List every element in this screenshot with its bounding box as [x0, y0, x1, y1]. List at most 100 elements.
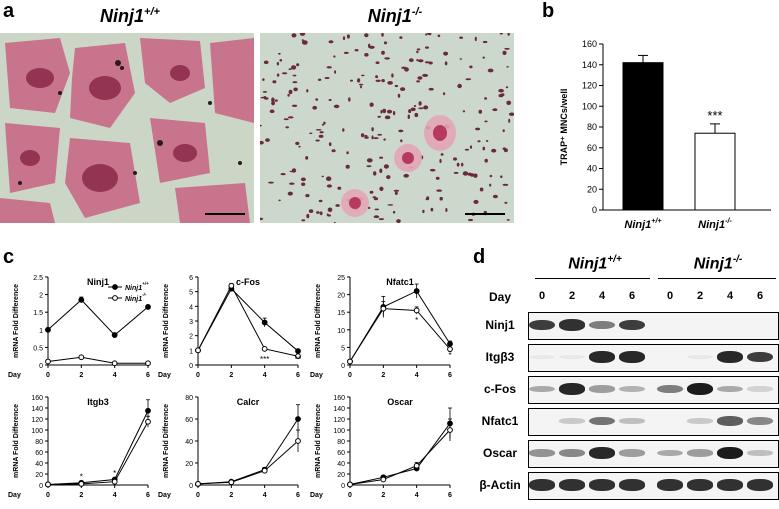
y-tick-label: 1: [39, 328, 43, 335]
y-tick-label: 10: [337, 328, 345, 335]
wb-band: [619, 479, 645, 491]
wb-band: [589, 479, 615, 491]
series-line: [47, 299, 149, 336]
wb-band: [657, 449, 683, 457]
significance-label: ***: [707, 108, 722, 123]
wb-group-ko-base: Ninj1: [693, 255, 733, 273]
y-tick-label: 120: [31, 417, 43, 424]
legend-label: Ninj1-/-: [125, 292, 147, 303]
y-tick-label: 25: [337, 275, 345, 282]
wb-band: [589, 320, 615, 330]
wb-band: [529, 449, 555, 457]
x-axis-label: Day: [310, 492, 323, 499]
y-tick-label: 4: [189, 304, 193, 311]
x-tick-label: 2: [229, 372, 233, 379]
wb-band: [529, 319, 555, 331]
wb-band: [619, 418, 645, 424]
wb-band: [687, 418, 713, 424]
wb-row-label: Oscar: [482, 446, 518, 460]
micrograph-wt-image: [0, 33, 254, 223]
micro-title-wt-base: Ninj1: [100, 6, 145, 26]
data-point: [195, 347, 201, 354]
significance-mark: ***: [260, 355, 269, 364]
wb-day-tick: 2: [568, 290, 576, 302]
data-point: [295, 348, 301, 354]
x-tick-label: 0: [196, 372, 200, 379]
y-axis-label: TRAP⁺ MNCs/well: [559, 89, 569, 166]
line-chart-c-fos: c-Fos 0 1 2 3 4 5 6 0 2 4 6 Day mRNA Fold Difference *…: [158, 275, 301, 379]
wb-day-label: Day: [488, 290, 511, 304]
data-point: [413, 307, 420, 314]
data-point: [78, 354, 85, 361]
series-line: [47, 410, 149, 485]
wb-band: [559, 383, 585, 395]
wb-band: [687, 383, 713, 395]
micro-title-wt: Ninj1+/+: [60, 6, 200, 27]
data-point: [261, 319, 268, 326]
wb-group-ko-sup: -/-: [732, 254, 743, 265]
x-tick-label: 6: [296, 492, 300, 499]
series-line: [197, 284, 299, 357]
y-tick-label: 60: [35, 450, 43, 457]
x-tick-label: 4: [415, 492, 419, 499]
x-tick-label: 2: [229, 492, 233, 499]
data-point: [228, 479, 235, 486]
panel-letter-c: c: [3, 246, 15, 268]
wb-band: [687, 354, 713, 360]
y-tick-label: 140: [31, 406, 43, 413]
chart-title: c-Fos: [236, 277, 260, 287]
wb-band: [717, 351, 743, 363]
wb-band: [717, 385, 743, 393]
data-point: [228, 282, 235, 289]
chart-title: Oscar: [387, 397, 413, 407]
y-tick-label: 0: [341, 363, 345, 370]
wb-band: [717, 447, 743, 459]
wb-band: [589, 351, 615, 363]
wb-group-wt: Ninj1+/+: [535, 254, 655, 273]
wb-band: [559, 354, 585, 360]
y-tick-label: 60: [337, 450, 345, 457]
significance-mark: *: [415, 316, 418, 325]
data-point: [447, 427, 453, 433]
series-line: [349, 423, 451, 485]
y-tick-label: 0: [592, 205, 597, 215]
line-charts: Ninj1 0 0.5 1 1.5 2 2.5 0 2 4 6 Day mRNA Fold Differ…: [8, 275, 453, 499]
micro-title-wt-sup: +/+: [144, 6, 160, 18]
data-point: [45, 481, 51, 488]
line-chart-oscar: Oscar 0 20 40 60 80 100 120 140 160 0 2 4 6 Day mRNA Fo…: [310, 395, 453, 499]
panel-letter-d: d: [473, 246, 486, 268]
x-tick-label: 2: [381, 492, 385, 499]
data-point: [413, 462, 420, 469]
y-tick-label: 120: [582, 81, 597, 91]
scale-bar-ko: [465, 213, 505, 215]
y-tick-label: 20: [587, 184, 597, 194]
y-axis-label: mRNA Fold Difference: [315, 284, 322, 358]
data-point: [295, 438, 301, 444]
y-tick-label: 140: [333, 406, 345, 413]
y-tick-label: 160: [31, 395, 43, 402]
series-line: [197, 418, 299, 485]
wb-band: [589, 416, 615, 426]
x-tick-label: 6: [296, 372, 300, 379]
micro-title-ko-sup: -/-: [411, 6, 423, 18]
significance-mark: **: [295, 355, 301, 364]
x-tick-label: 2: [381, 372, 385, 379]
wb-band: [747, 386, 773, 392]
x-tick-label: 4: [263, 492, 267, 499]
data-point: [45, 326, 51, 333]
y-tick-label: 80: [337, 439, 345, 446]
y-tick-label: 0: [39, 483, 43, 490]
y-tick-label: 0: [39, 363, 43, 370]
data-point: [295, 416, 301, 422]
wb-band: [619, 449, 645, 457]
wb-row-label: c-Fos: [483, 382, 516, 396]
series-line: [349, 429, 451, 485]
wb-day-tick: 0: [666, 290, 674, 302]
y-tick-label: 60: [587, 143, 597, 153]
x-tick-label: 2: [79, 492, 83, 499]
data-point: [195, 481, 201, 487]
y-tick-label: 160: [333, 395, 345, 402]
x-axis-label: Day: [158, 492, 171, 499]
y-tick-label: 15: [337, 310, 345, 317]
wb-day-tick: 4: [726, 290, 734, 302]
